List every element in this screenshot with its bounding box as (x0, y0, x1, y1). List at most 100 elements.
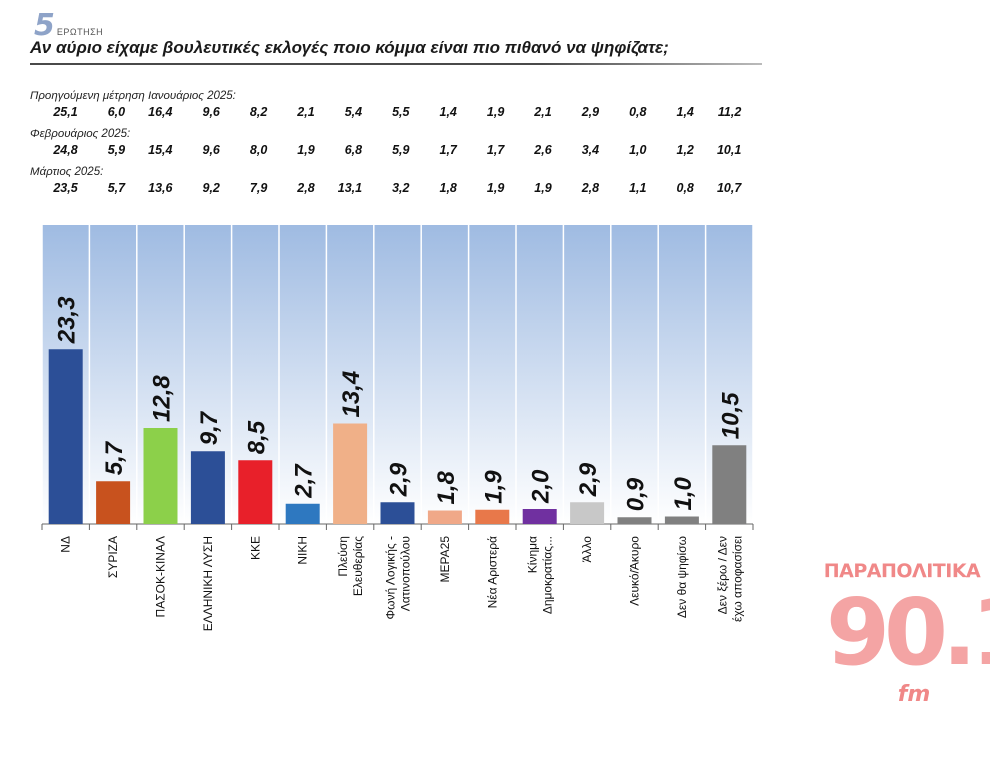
value-label: 1,8 (433, 470, 460, 504)
bar (143, 428, 178, 524)
period-value: 5,5 (392, 105, 410, 119)
bar (664, 516, 699, 524)
period-label-jan: Προηγούμενη μέτρηση Ιανουάριος 2025: (30, 90, 236, 102)
period-value: 3,4 (581, 143, 600, 157)
value-label: 9,7 (196, 410, 223, 445)
period-value: 8,2 (249, 105, 268, 119)
value-label: 2,9 (575, 462, 602, 497)
value-label: 0,9 (623, 477, 650, 511)
period-value: 1,9 (297, 143, 315, 157)
period-value: 3,2 (392, 181, 410, 195)
category-label-line: Δεν ξέρω / Δεν (715, 536, 729, 614)
period-value: 5,7 (107, 181, 126, 195)
bar (570, 502, 605, 524)
period-value: 5,9 (392, 143, 410, 157)
category-label: ΠλεύσηΕλευθερίας (336, 536, 365, 596)
category-label-line: ΣΥΡΙΖΑ (106, 536, 120, 578)
bar (617, 517, 652, 524)
category-label: ΚίνημαΔημοκρατίας... (526, 536, 555, 614)
value-label: 2,7 (291, 463, 318, 499)
period-value: 8,0 (249, 143, 268, 157)
category-label: ΠΑΣΟΚ-ΚΙΝΑΛ (154, 536, 168, 617)
bar (475, 509, 510, 524)
period-value: 1,7 (439, 143, 457, 157)
period-value: 10,7 (716, 181, 742, 195)
period-value: 16,4 (148, 105, 173, 119)
question-word: ΕΡΩΤΗΣΗ (56, 27, 104, 37)
period-value: 15,4 (148, 143, 173, 157)
category-label-line: έχω αποφασίσει (730, 536, 744, 622)
period-value: 7,9 (249, 181, 268, 195)
value-label: 13,4 (338, 371, 365, 418)
category-label-line: Δημοκρατίας... (541, 536, 555, 614)
period-value: 2,8 (297, 181, 315, 195)
period-value: 1,4 (676, 105, 694, 119)
period-value: 24,8 (53, 143, 78, 157)
category-label: ΝΔ (59, 536, 73, 553)
period-value: 1,8 (439, 181, 457, 195)
bar (285, 503, 320, 524)
period-value: 6,8 (344, 143, 363, 157)
category-label-line: ΠΑΣΟΚ-ΚΙΝΑΛ (154, 536, 168, 617)
category-label: Δεν θα ψηφίσω (675, 536, 689, 618)
period-value: 10,1 (716, 143, 742, 157)
logo-band: fm (897, 682, 931, 707)
bar (333, 423, 368, 524)
category-label-line: Πλεύση (336, 536, 350, 577)
period-value: 6,0 (107, 105, 126, 119)
period-value: 2,8 (581, 181, 600, 195)
bar (380, 502, 415, 524)
period-value: 9,2 (202, 181, 220, 195)
period-value: 2,1 (297, 105, 315, 119)
period-value: 11,2 (717, 105, 742, 119)
value-label: 5,7 (101, 440, 128, 475)
station-logo: ΠΑΡΑΠΟΛΙΤΙΚΑ 90.1 fm (822, 560, 990, 720)
period-label-mar: Μάρτιος 2025: (30, 166, 104, 178)
category-label-line: Δεν θα ψηφίσω (675, 536, 689, 618)
period-value: 1,4 (439, 105, 457, 119)
period-value: 23,5 (53, 181, 78, 195)
logo-top-text: ΠΑΡΑΠΟΛΙΤΙΚΑ (823, 560, 981, 582)
question-title: Αν αύριο είχαμε βουλευτικές εκλογές ποιο… (30, 38, 669, 57)
category-label-line: Φωνή Λογικής - (384, 536, 398, 619)
period-value: 1,2 (676, 143, 694, 157)
category-label-line: Λευκό/Άκυρο (628, 536, 642, 606)
category-label: ΜΕΡΑ25 (438, 536, 452, 583)
category-label-line: Κίνημα (526, 536, 540, 573)
period-value: 13,1 (337, 181, 363, 195)
category-label: Φωνή Λογικής -Λατινοπούλου (384, 536, 413, 619)
category-label: Άλλο (580, 536, 594, 563)
category-label: ΣΥΡΙΖΑ (106, 536, 120, 578)
category-label-line: ΚΚΕ (248, 536, 262, 560)
logo-frequency: 90.1 (826, 579, 990, 686)
category-label-line: Νέα Αριστερά (485, 536, 499, 608)
period-value: 1,9 (486, 105, 505, 119)
value-label: 2,9 (386, 462, 413, 497)
period-value: 1,9 (486, 181, 505, 195)
value-label: 2,0 (528, 469, 555, 504)
period-value: 9,6 (202, 143, 220, 157)
value-label: 23,3 (54, 296, 81, 344)
period-value: 0,8 (629, 105, 647, 119)
value-label: 12,8 (149, 375, 176, 422)
period-value: 0,8 (676, 181, 694, 195)
period-value: 13,6 (148, 181, 173, 195)
category-label-line: ΜΕΡΑ25 (438, 536, 452, 583)
category-label-line: ΝΙΚΗ (296, 536, 310, 565)
period-value: 1,0 (629, 143, 647, 157)
period-value: 1,1 (629, 181, 647, 195)
period-value: 1,9 (534, 181, 552, 195)
category-label: Λευκό/Άκυρο (628, 536, 642, 606)
period-label-feb: Φεβρουάριος 2025: (30, 128, 131, 140)
period-value: 5,9 (107, 143, 126, 157)
period-value: 2,6 (534, 143, 552, 157)
bar (190, 451, 225, 524)
bar (712, 445, 747, 524)
value-label: 1,0 (670, 476, 697, 510)
period-value: 2,1 (534, 105, 552, 119)
category-label-line: ΝΔ (59, 536, 73, 553)
category-label: ΝΙΚΗ (296, 536, 310, 565)
bar (522, 509, 557, 524)
category-label-line: Λατινοπούλου (399, 536, 413, 611)
